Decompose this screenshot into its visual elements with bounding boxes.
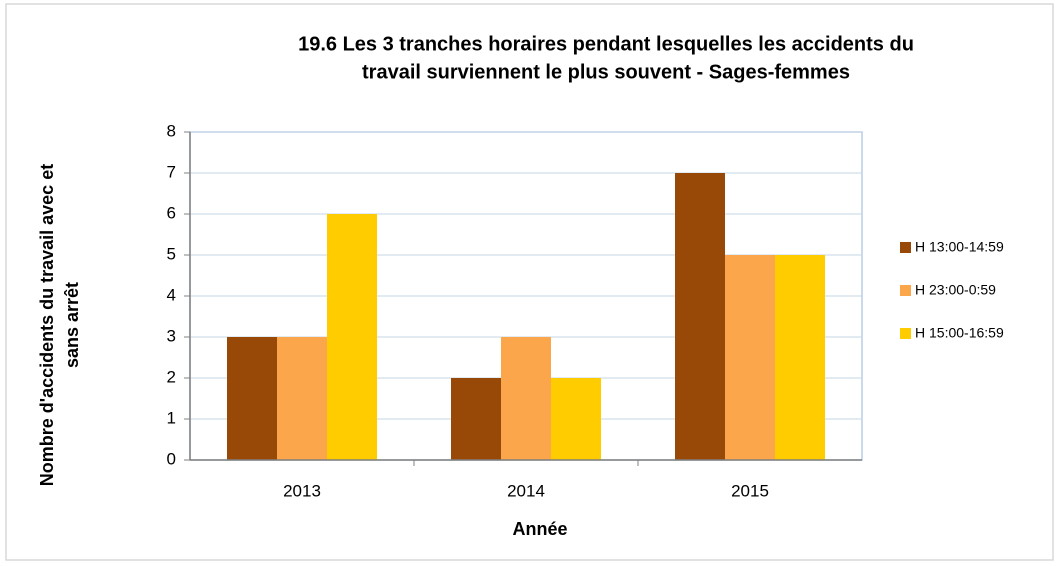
legend-label: H 13:00-14:59: [915, 239, 1004, 255]
legend-label: H 15:00-16:59: [915, 325, 1004, 341]
y-tick-label: 4: [167, 285, 176, 304]
bar: [725, 255, 775, 460]
x-tick-label: 2014: [507, 481, 545, 500]
y-tick-label: 2: [167, 367, 176, 386]
y-tick-label: 1: [167, 408, 176, 427]
y-tick-label: 3: [167, 326, 176, 345]
legend-label: H 23:00-0:59: [915, 282, 996, 298]
y-tick-label: 6: [167, 203, 176, 222]
legend-swatch: [900, 285, 911, 296]
x-tick-label: 2015: [731, 481, 769, 500]
bar: [451, 378, 501, 460]
y-axis-label: Nombre d'accidents du travail avec et: [37, 164, 57, 486]
chart-title: 19.6 Les 3 tranches horaires pendant les…: [298, 33, 914, 55]
bar: [277, 337, 327, 460]
legend-swatch: [900, 242, 911, 253]
y-tick-label: 8: [167, 121, 176, 140]
bar: [551, 378, 601, 460]
x-tick-label: 2013: [283, 481, 321, 500]
bar: [327, 214, 377, 460]
y-tick-label: 5: [167, 244, 176, 263]
bar: [675, 173, 725, 460]
bar: [501, 337, 551, 460]
bar: [775, 255, 825, 460]
bar: [227, 337, 277, 460]
y-tick-label: 7: [167, 162, 176, 181]
frame: [5, 3, 1054, 561]
y-tick-label: 0: [167, 449, 176, 468]
x-axis-label: Année: [512, 519, 567, 539]
legend-swatch: [900, 328, 911, 339]
y-axis-label: sans arrêt: [62, 282, 82, 368]
chart-title: travail surviennent le plus souvent - Sa…: [362, 61, 850, 83]
